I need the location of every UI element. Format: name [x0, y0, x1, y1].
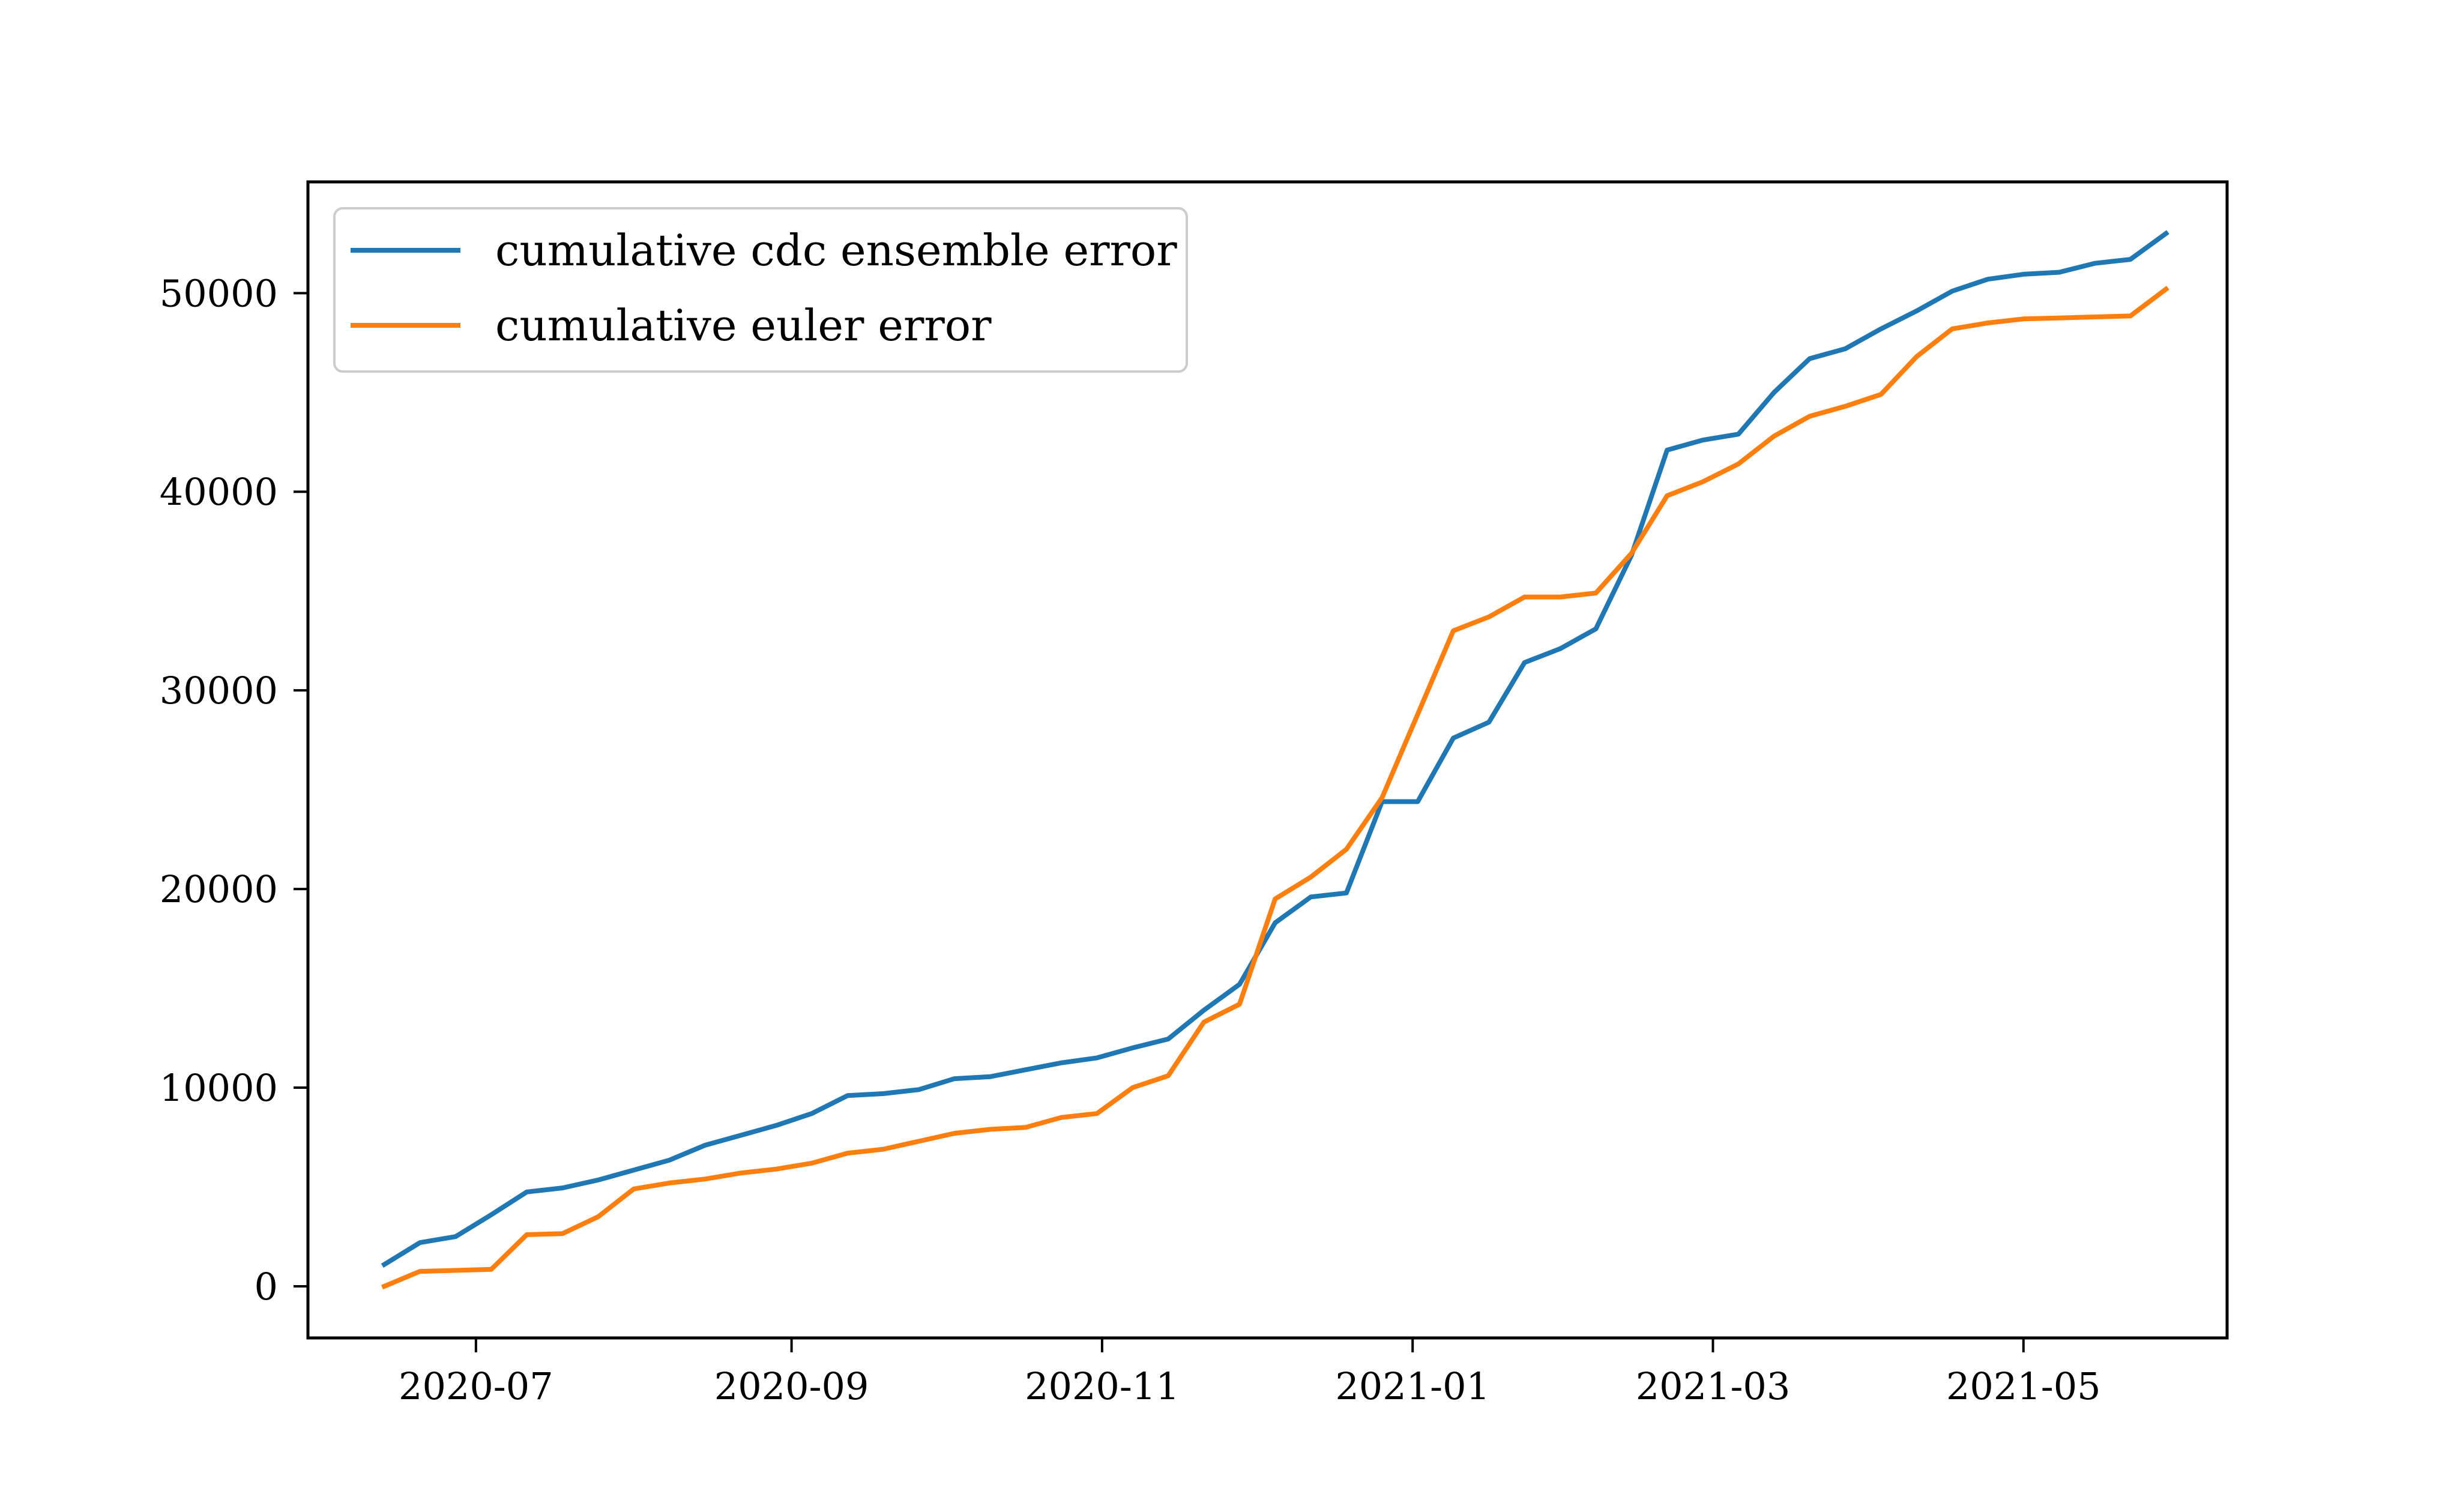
- x-tick-label: 2021-01: [1335, 1364, 1490, 1408]
- x-tick-label: 2021-03: [1636, 1364, 1791, 1408]
- y-tick-label: 40000: [160, 470, 278, 514]
- y-tick-label: 0: [255, 1265, 278, 1309]
- y-axis: 0 10000 20000 30000 40000 50000: [160, 271, 308, 1309]
- series-line-0: [381, 230, 2169, 1268]
- legend-label-euler: cumulative euler error: [495, 300, 992, 351]
- y-tick-label: 20000: [160, 867, 278, 911]
- x-tick-label: 2020-09: [714, 1364, 869, 1408]
- x-axis: 2020-07 2020-09 2020-11 2021-01 2021-03 2021-…: [399, 1338, 2101, 1408]
- y-tick-label: 30000: [160, 669, 278, 712]
- y-tick-label: 10000: [160, 1066, 278, 1110]
- legend: cumulative cdc ensemble error cumulative…: [333, 207, 1188, 373]
- y-tick-label: 50000: [160, 271, 278, 315]
- x-tick-label: 2020-07: [399, 1364, 553, 1408]
- x-tick-label: 2021-05: [1946, 1364, 2101, 1408]
- legend-label-cdc-ensemble: cumulative cdc ensemble error: [495, 225, 1177, 276]
- series-line-1: [381, 286, 2169, 1290]
- plot-frame: [306, 180, 2229, 1340]
- legend-frame: [333, 207, 1188, 373]
- x-tick-label: 2020-11: [1025, 1364, 1180, 1408]
- series-layer: [381, 230, 2169, 1290]
